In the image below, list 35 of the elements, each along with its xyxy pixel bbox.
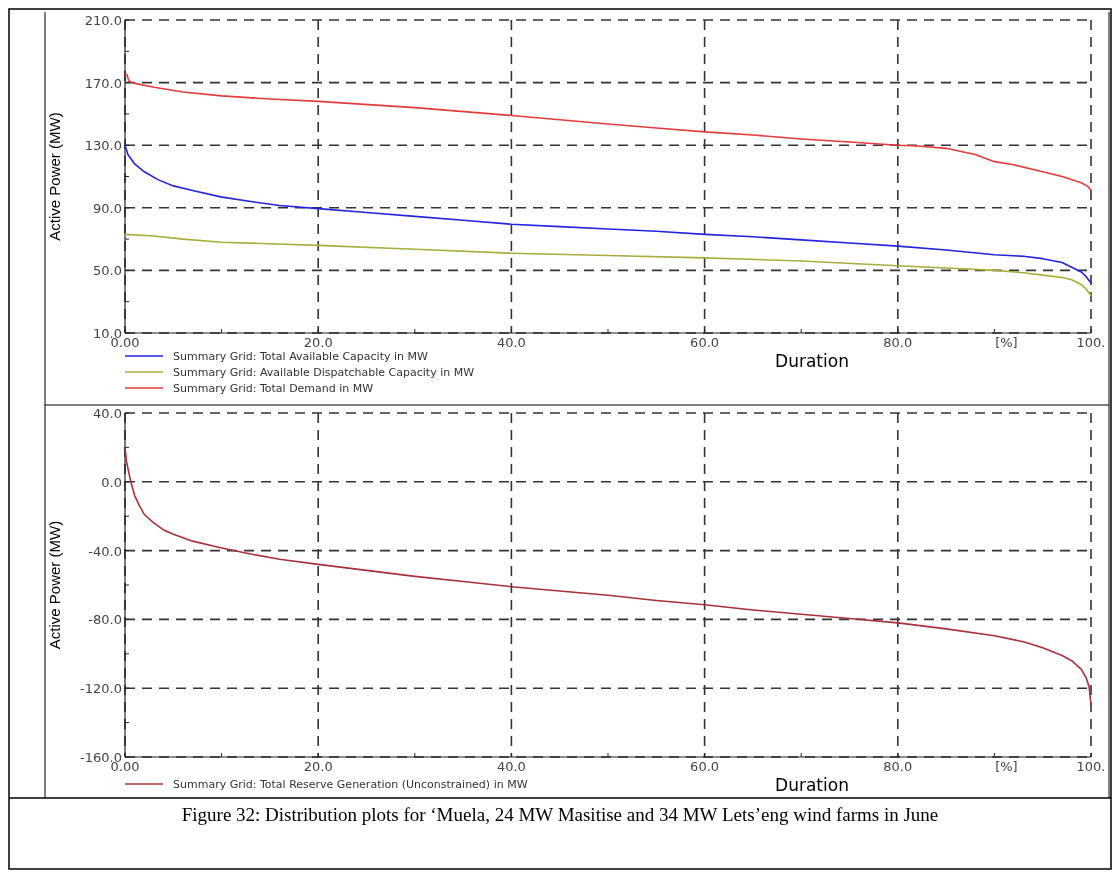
- x-tick-label: 40.0: [496, 759, 526, 774]
- y-axis-title: Active Power (MW): [46, 520, 63, 650]
- y-tick-label: 40.0: [93, 406, 122, 421]
- line-series: [124, 233, 1092, 297]
- y-tick-label: 0.0: [101, 474, 122, 490]
- line-series: [124, 446, 1092, 707]
- x-tick-label: 100.: [1076, 335, 1106, 350]
- line-series: [124, 144, 1092, 284]
- y-tick-label: -40.0: [88, 543, 122, 559]
- x-axis-title: Duration: [775, 775, 849, 795]
- y-tick-label: 170.0: [84, 75, 122, 91]
- y-tick-label: -80.0: [88, 612, 122, 628]
- x-tick-label: 20.0: [303, 335, 333, 350]
- x-tick-label: 80.0: [883, 335, 913, 350]
- x-tick-label: 100.: [1076, 759, 1106, 774]
- y-tick-label: 50.0: [93, 263, 122, 279]
- y-tick-label: 130.0: [84, 138, 122, 154]
- legend-label: Summary Grid: Available Dispatchable Capacity in MW: [173, 366, 475, 379]
- y-axis-title: Active Power (MW): [46, 112, 63, 241]
- x-tick-label: 20.0: [303, 759, 333, 774]
- legend-label: Summary Grid: Total Demand in MW: [173, 382, 374, 395]
- text: [%]: [995, 335, 1018, 350]
- x-axis-title: Duration: [775, 351, 849, 371]
- text: [%]: [995, 759, 1018, 774]
- y-tick-label: 210.0: [84, 13, 122, 28]
- line-series: [124, 73, 1092, 192]
- x-tick-label: 80.0: [883, 759, 913, 774]
- x-tick-label: 60.0: [690, 759, 720, 774]
- x-tick-label: 40.0: [496, 335, 526, 350]
- caption: Figure 32: Distribution plots for ‘Muela, 24 MW Masitise and 34 MW Lets’eng wind farms in June: [180, 803, 940, 827]
- legend-label: Summary Grid: Total Reserve Generation (Unconstrained) in MW: [173, 778, 528, 791]
- legend-label: Summary Grid: Total Available Capacity in MW: [173, 350, 428, 363]
- x-tick-label: 60.0: [690, 335, 720, 350]
- y-tick-label: 90.0: [93, 200, 122, 216]
- y-tick-label: -120.0: [80, 681, 122, 697]
